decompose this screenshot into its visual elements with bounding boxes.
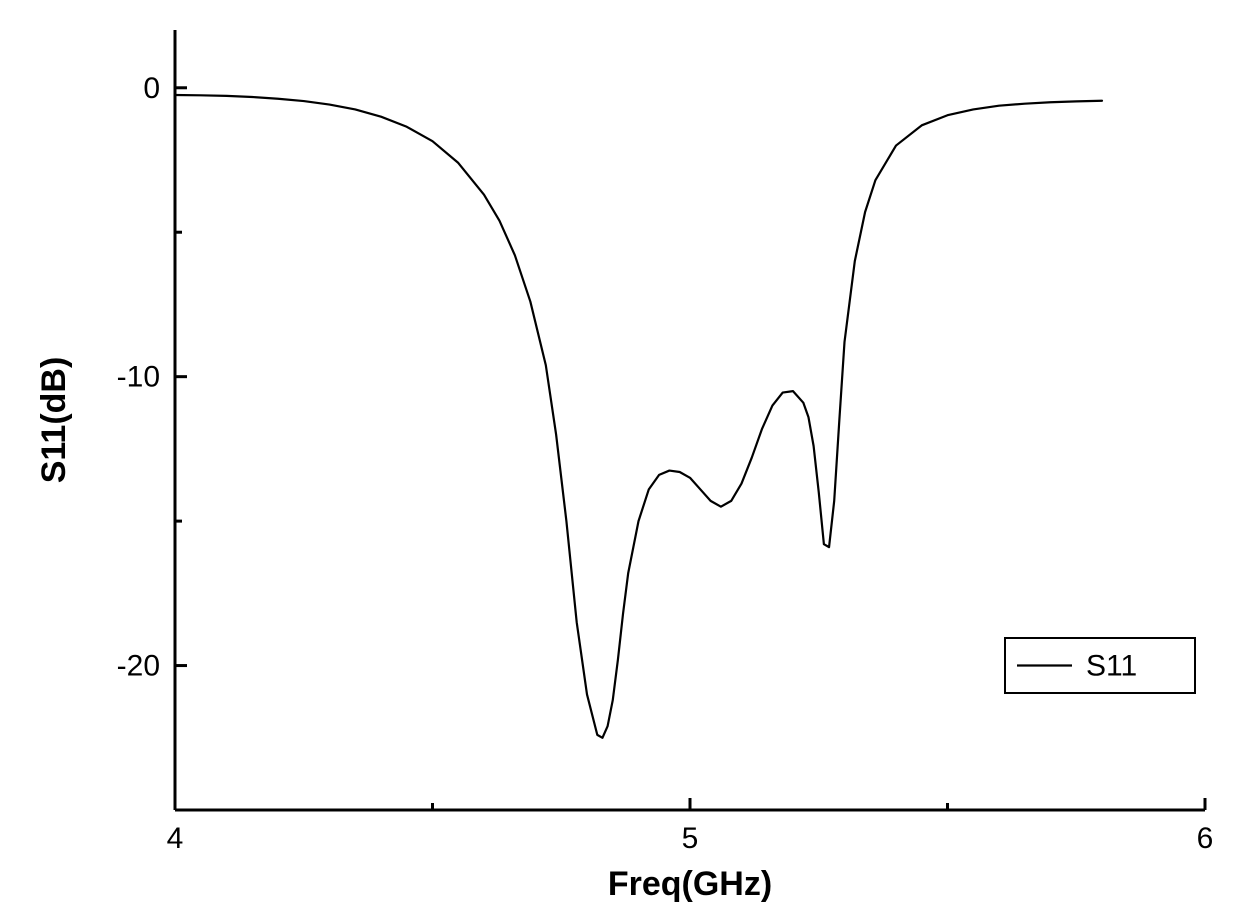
x-tick-label: 6: [1197, 822, 1214, 855]
x-tick-label: 4: [167, 822, 184, 855]
x-tick-label: 5: [682, 822, 699, 855]
s11-chart: 4 5 6 -20 -10 0 Freq(GHz) S11(dB) S11: [0, 0, 1240, 919]
chart-bg: [0, 0, 1240, 919]
y-tick-label: -20: [117, 650, 160, 683]
y-tick-label: 0: [143, 72, 160, 105]
y-tick-label: -10: [117, 361, 160, 394]
legend-label: S11: [1086, 650, 1137, 683]
y-axis-label: S11(dB): [35, 357, 73, 484]
x-axis-label: Freq(GHz): [608, 865, 772, 903]
